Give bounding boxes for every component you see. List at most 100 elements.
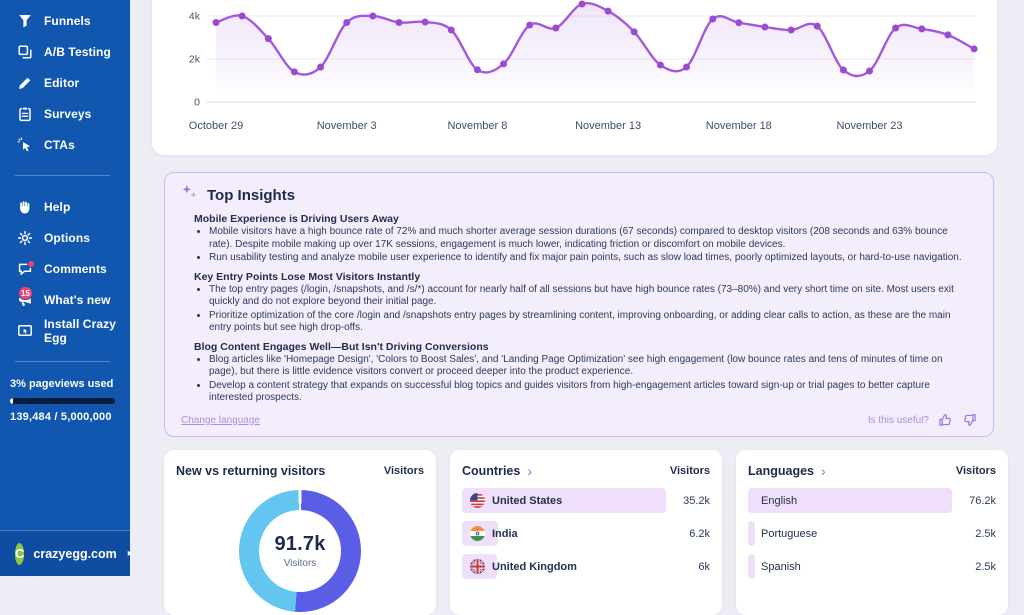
value-bar bbox=[748, 488, 952, 513]
insight-bullet: Mobile visitors have a high bounce rate … bbox=[209, 226, 977, 251]
chart-data-point[interactable] bbox=[735, 19, 743, 27]
sidebar-item-what-s-new[interactable]: What's new 15 bbox=[0, 284, 130, 315]
sidebar-item-install-crazy-egg[interactable]: Install Crazy Egg bbox=[0, 315, 130, 346]
sidebar-item-surveys[interactable]: Surveys bbox=[0, 98, 130, 129]
chart-data-point[interactable] bbox=[500, 60, 507, 68]
visitors-donut-chart: 91.7k Visitors bbox=[239, 490, 361, 612]
chart-data-point[interactable] bbox=[630, 28, 638, 36]
visitors-trend-card: 4k 2k 0 October 29 November 3 November 8 Novem… bbox=[152, 0, 997, 155]
country-row-india[interactable]: India 6.2k bbox=[462, 521, 710, 546]
value-bar bbox=[748, 554, 755, 579]
chart-data-point[interactable] bbox=[761, 23, 769, 31]
chart-data-point[interactable] bbox=[343, 19, 351, 26]
sidebar-item-label: What's new bbox=[44, 292, 111, 307]
chart-data-point[interactable] bbox=[839, 66, 847, 74]
sidebar-item-label: Funnels bbox=[44, 13, 91, 28]
site-selector[interactable]: C crazyegg.com ▸ bbox=[0, 530, 133, 576]
chart-data-point[interactable] bbox=[813, 22, 821, 30]
visitors-column-header: Visitors bbox=[669, 465, 710, 477]
chart-data-point[interactable] bbox=[212, 19, 220, 26]
countries-card-title[interactable]: Countries › bbox=[462, 464, 532, 478]
chart-data-point[interactable] bbox=[369, 12, 377, 20]
funnel-icon bbox=[17, 13, 33, 29]
sidebar-item-label: CTAs bbox=[44, 137, 75, 152]
chart-data-point[interactable] bbox=[683, 63, 690, 71]
insight-heading: Blog Content Engages Well—But Isn't Driv… bbox=[194, 340, 489, 353]
x-axis-tick-label: November 23 bbox=[836, 120, 902, 132]
language-row-spanish[interactable]: Spanish 2.5k bbox=[748, 554, 996, 579]
useful-question-label: Is this useful? bbox=[867, 414, 929, 426]
x-axis-tick-label: November 8 bbox=[447, 120, 507, 132]
y-axis-tick-label: 2k bbox=[189, 54, 201, 66]
pageviews-usage: 3% pageviews used 139,484 / 5,000,000 bbox=[0, 378, 130, 423]
crazyegg-logo: C bbox=[15, 542, 25, 565]
chart-data-point[interactable] bbox=[970, 45, 978, 53]
chart-data-point[interactable] bbox=[944, 31, 952, 39]
y-axis-tick-label: 4k bbox=[189, 11, 201, 23]
change-language-link[interactable]: Change language bbox=[181, 414, 260, 426]
chart-data-point[interactable] bbox=[604, 7, 612, 15]
insight-bullets: Mobile visitors have a high bounce rate … bbox=[194, 226, 977, 265]
chart-data-point[interactable] bbox=[395, 19, 403, 26]
row-value: 2.5k bbox=[975, 560, 996, 573]
sidebar-item-label: Surveys bbox=[44, 106, 92, 121]
monitor-install-icon bbox=[17, 323, 33, 339]
sidebar-item-help[interactable]: Help bbox=[0, 191, 130, 222]
chart-data-point[interactable] bbox=[709, 15, 717, 23]
chart-data-point[interactable] bbox=[866, 67, 873, 75]
country-row-united-states[interactable]: United States 35.2k bbox=[462, 488, 710, 513]
sidebar-item-a-b-testing[interactable]: A/B Testing bbox=[0, 36, 130, 67]
visitors-column-header: Visitors bbox=[955, 465, 996, 477]
sidebar-item-options[interactable]: Options bbox=[0, 222, 130, 253]
row-value: 76.2k bbox=[969, 494, 996, 507]
languages-card: Languages › Visitors English 76.2k Portugu… bbox=[736, 450, 1008, 615]
pageviews-usage-label: 3% pageviews used bbox=[10, 378, 114, 390]
sidebar-item-label: Comments bbox=[44, 261, 107, 276]
chart-data-point[interactable] bbox=[787, 26, 795, 34]
donut-total-label: Visitors bbox=[283, 558, 317, 569]
sidebar-item-editor[interactable]: Editor bbox=[0, 67, 130, 98]
language-row-english[interactable]: English 76.2k bbox=[748, 488, 996, 513]
chart-data-point[interactable] bbox=[892, 24, 900, 32]
country-row-united-kingdom[interactable]: United Kingdom 6k bbox=[462, 554, 710, 579]
languages-title-label: Languages bbox=[748, 464, 814, 478]
sidebar-item-comments[interactable]: Comments bbox=[0, 253, 130, 284]
sidebar-nav-bottom: Help Options Comments What's new 15 Install C… bbox=[0, 191, 130, 346]
sidebar-item-label: A/B Testing bbox=[44, 44, 111, 59]
sidebar-item-ctas[interactable]: CTAs bbox=[0, 129, 130, 160]
insight-bullets: Blog articles like 'Homepage Design', 'C… bbox=[194, 354, 977, 405]
insight-bullets: The top entry pages (/login, /snapshots,… bbox=[194, 284, 977, 335]
chart-data-point[interactable] bbox=[421, 18, 429, 26]
chart-data-point[interactable] bbox=[264, 35, 272, 43]
sidebar-divider bbox=[15, 361, 110, 362]
insight-bullet: Develop a content strategy that expands … bbox=[209, 380, 977, 405]
chart-data-point[interactable] bbox=[918, 25, 926, 33]
chart-data-point[interactable] bbox=[317, 63, 325, 71]
chart-data-point[interactable] bbox=[473, 66, 481, 74]
chart-data-point[interactable] bbox=[526, 21, 534, 29]
row-value: 6.2k bbox=[689, 527, 710, 540]
chart-data-point[interactable] bbox=[238, 12, 246, 20]
chevron-right-icon: › bbox=[821, 463, 826, 479]
top-insights-panel: Top Insights Mobile Experience is Drivin… bbox=[164, 172, 994, 437]
row-label: India bbox=[492, 527, 518, 540]
language-row-portuguese[interactable]: Portuguese 2.5k bbox=[748, 521, 996, 546]
hand-help-icon bbox=[17, 199, 33, 215]
x-axis-tick-label: November 3 bbox=[317, 120, 377, 132]
row-value: 2.5k bbox=[975, 527, 996, 540]
chart-data-point[interactable] bbox=[578, 0, 586, 8]
chart-data-point[interactable] bbox=[656, 61, 664, 69]
chart-data-point[interactable] bbox=[552, 24, 560, 32]
flag-in-icon bbox=[470, 526, 485, 541]
notification-count-badge: 15 bbox=[18, 286, 34, 300]
sidebar-divider bbox=[15, 175, 110, 176]
x-axis-tick-label: November 13 bbox=[575, 120, 641, 132]
main-content: 4k 2k 0 October 29 November 3 November 8 Novem… bbox=[130, 0, 1024, 615]
thumbs-up-icon[interactable] bbox=[938, 413, 953, 427]
chart-data-point[interactable] bbox=[290, 68, 298, 76]
pageviews-usage-detail: 139,484 / 5,000,000 bbox=[10, 411, 112, 423]
sidebar-item-funnels[interactable]: Funnels bbox=[0, 5, 130, 36]
languages-card-title[interactable]: Languages › bbox=[748, 464, 826, 478]
thumbs-down-icon[interactable] bbox=[962, 413, 977, 427]
chart-data-point[interactable] bbox=[447, 26, 455, 34]
